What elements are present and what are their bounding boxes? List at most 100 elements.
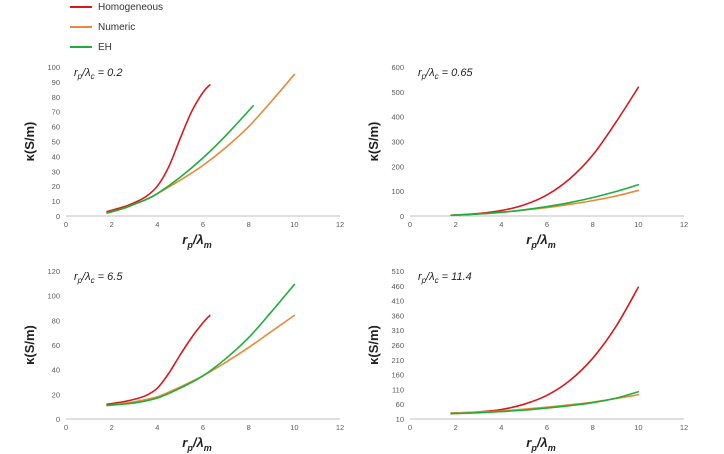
legend-label: Numeric [98,21,136,33]
y-tick-label: 400 [391,113,404,122]
y-tick-label: 70 [52,108,60,117]
series-line-numeric [450,393,640,414]
panel-annotation: rp/λc = 11.4 [418,271,472,285]
legend-label: EH [98,41,112,53]
y-tick-label: 120 [47,267,60,276]
x-tick-label: 4 [499,220,503,229]
y-axis-label: κ(S/m) [366,122,381,162]
series-line-homogeneous [106,314,211,405]
x-tick-label: 10 [634,220,642,229]
x-tick-label: 2 [110,220,114,229]
panel-annotation: rp/λc = 0.65 [418,67,473,81]
series-line-homogeneous [450,286,640,414]
x-tick-label: 10 [634,423,642,432]
y-tick-label: 300 [391,138,404,147]
y-tick-label: 0 [56,415,60,424]
x-tick-label: 8 [591,423,595,432]
series-line-numeric [106,314,296,407]
y-axis-label: κ(S/m) [366,325,381,365]
legend-item-numeric: Numeric [70,20,135,34]
y-tick-label: 100 [391,187,404,196]
series-line-homogeneous [106,84,211,213]
y-tick-label: 260 [391,341,404,350]
y-tick-label: 20 [52,390,60,399]
chart-panel-3: 0 20 40 60 80 100 120 0 2 4 6 8 10 12 rp/λc = 6.5 rp/λm… [22,267,344,453]
legend-item-homogeneous: Homogeneous [70,0,163,14]
series-line-eh [106,104,255,214]
y-axis-label: κ(S/m) [22,122,37,162]
y-tick-label: 20 [52,182,60,191]
legend-swatch-numeric [70,26,92,28]
y-tick-label: 90 [52,78,60,87]
y-tick-label: 600 [391,63,404,72]
y-tick-label: 60 [52,123,60,132]
y-tick-label: 500 [391,88,404,97]
x-tick-label: 8 [591,220,595,229]
series-line-homogeneous [450,86,640,217]
y-tick-label: 60 [396,400,404,409]
legend-swatch-homogeneous [70,6,92,8]
x-axis-label: rp/λm [182,232,211,250]
y-axis-label: κ(S/m) [22,325,37,365]
y-tick-label: 40 [52,152,60,161]
x-tick-label: 4 [499,423,503,432]
x-tick-label: 8 [247,423,251,432]
y-tick-label: 510 [391,267,404,276]
y-tick-label: 460 [391,282,404,291]
x-tick-label: 6 [545,423,549,432]
y-tick-label: 310 [391,326,404,335]
x-tick-label: 0 [408,220,412,229]
legend-item-eh: EH [70,40,112,54]
legend: Homogeneous Numeric EH [70,0,270,56]
y-tick-label: 40 [52,366,60,375]
y-tick-label: 80 [52,93,60,102]
x-tick-label: 8 [247,220,251,229]
y-tick-label: 410 [391,297,404,306]
x-tick-label: 12 [680,220,688,229]
x-tick-label: 6 [545,220,549,229]
chart-panel-4: 10 60 110 160 210 260 310 360 410 460 510 0 2 4 6 8 10 12… [366,267,688,453]
y-tick-label: 10 [52,197,60,206]
series-line-eh [450,183,640,217]
x-tick-label: 2 [110,423,114,432]
series-line-numeric [450,189,640,217]
panel-annotation: rp/λc = 6.5 [74,271,123,285]
y-tick-label: 100 [47,63,60,72]
y-tick-label: 100 [47,292,60,301]
x-axis-label: rp/λm [182,435,211,453]
series-line-eh [106,283,296,407]
y-tick-label: 80 [52,316,60,325]
x-tick-label: 2 [454,220,458,229]
chart-panel-1: 0 10 20 30 40 50 60 70 80 90 100 0 2 4 6 8 10 12 rp/λc = 0… [22,63,344,250]
y-tick-label: 10 [396,415,404,424]
y-tick-label: 50 [52,138,60,147]
y-tick-label: 160 [391,371,404,380]
x-tick-label: 6 [201,220,205,229]
y-tick-label: 30 [52,167,60,176]
y-tick-label: 0 [400,212,404,221]
y-tick-label: 200 [391,162,404,171]
x-tick-label: 4 [155,423,159,432]
x-tick-label: 10 [290,423,298,432]
x-tick-label: 12 [336,220,344,229]
series-line-eh [450,390,640,415]
chart-panel-2: 0 100 200 300 400 500 600 0 2 4 6 8 10 12 rp/λc = 0.65… [366,63,688,250]
y-tick-label: 60 [52,341,60,350]
panel-annotation: rp/λc = 0.2 [74,67,122,81]
y-tick-label: 210 [391,356,404,365]
x-tick-label: 0 [408,423,412,432]
y-tick-label: 360 [391,311,404,320]
x-tick-label: 6 [201,423,205,432]
x-axis-label: rp/λm [526,435,555,453]
x-axis-label: rp/λm [526,232,555,250]
x-tick-label: 0 [64,423,68,432]
x-tick-label: 2 [454,423,458,432]
x-tick-label: 12 [680,423,688,432]
x-tick-label: 4 [155,220,159,229]
x-tick-label: 0 [64,220,68,229]
legend-swatch-eh [70,46,92,48]
x-tick-label: 12 [336,423,344,432]
y-tick-label: 110 [392,385,404,394]
x-tick-label: 10 [290,220,298,229]
